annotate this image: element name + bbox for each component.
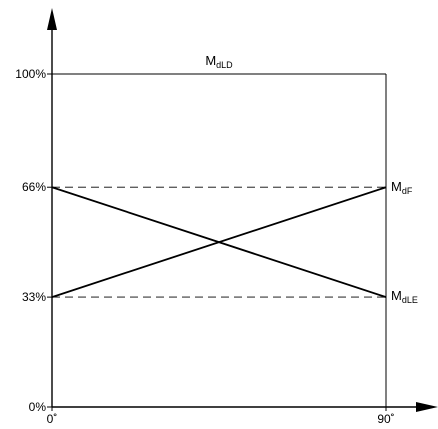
y-axis-arrow (47, 8, 57, 30)
series-lines (51, 186, 387, 298)
reference-lines (52, 186, 386, 298)
chart-title: MdLD (205, 53, 233, 70)
y-tick-label: 0% (29, 400, 47, 414)
x-axis-arrow (416, 402, 438, 412)
y-tick-label: 100% (15, 67, 46, 81)
series-label-mdf: MdF (391, 179, 413, 196)
x-tick-label: 0˚ (47, 412, 58, 426)
y-tick-label: 33% (22, 290, 46, 304)
x-tick-labels: 0˚ 90˚ (47, 407, 395, 426)
series-line-mdle (51, 186, 387, 298)
y-tick-labels: 0% 33% 66% 100% (15, 67, 52, 414)
y-tick-label: 66% (22, 180, 46, 194)
series-label-mdle: MdLE (391, 288, 418, 305)
x-tick-label: 90˚ (377, 412, 394, 426)
